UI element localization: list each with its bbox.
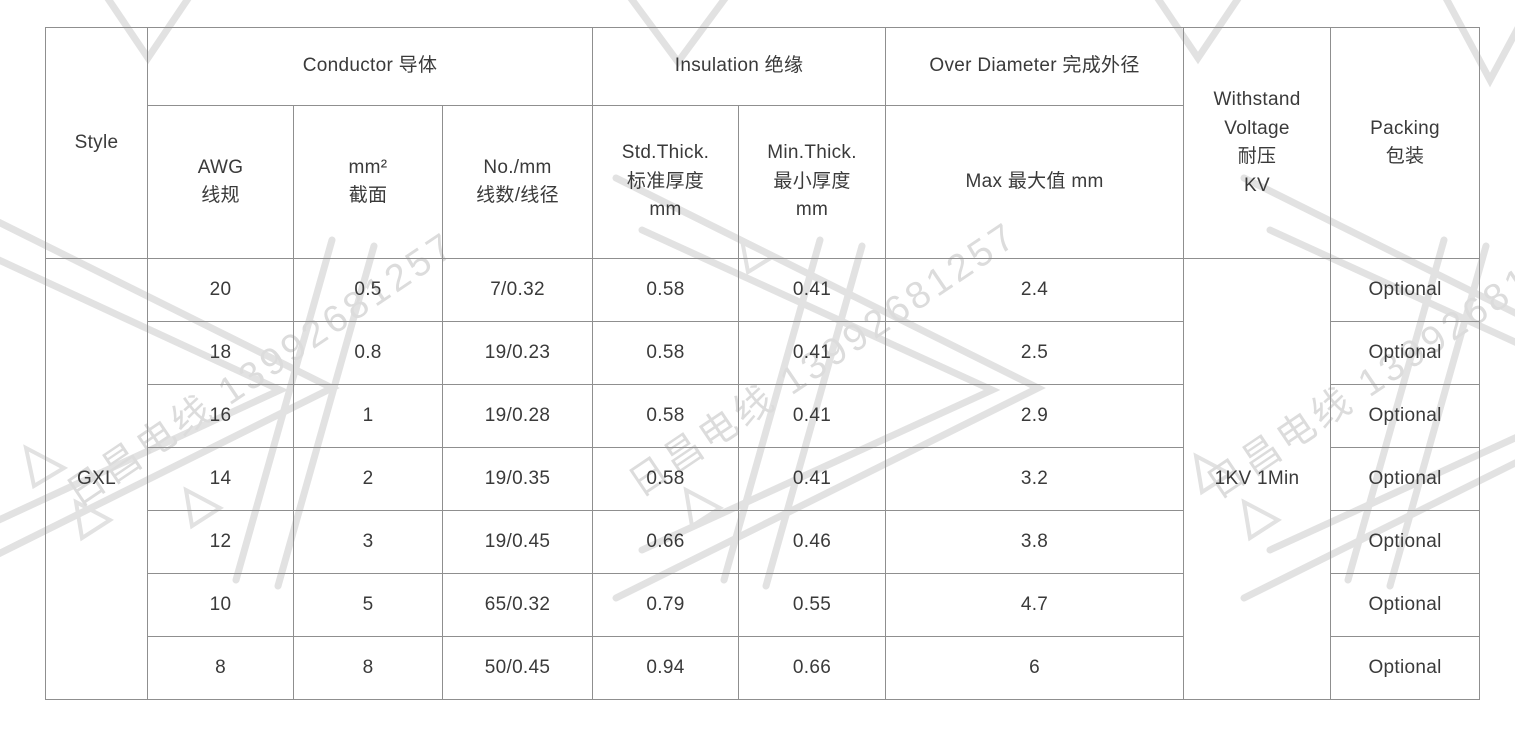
spec-table: Style Conductor 导体 Insulation 绝缘 Over Di… — [45, 27, 1481, 700]
cell-min-thick: 0.41 — [738, 321, 887, 385]
cell-std-thick: 0.66 — [592, 510, 740, 574]
header-packing: Packing 包装 — [1330, 27, 1481, 259]
cell-min-thick: 0.41 — [738, 447, 887, 511]
cell-mm2: 0.5 — [293, 258, 443, 322]
header-max: Max 最大值 mm — [885, 105, 1185, 259]
cell-awg: 8 — [147, 636, 294, 700]
cell-withstand-value: 1KV 1Min — [1183, 258, 1332, 700]
cell-packing: Optional — [1330, 384, 1481, 448]
header-mm2: mm² 截面 — [293, 105, 443, 259]
cell-no-per-mm: 65/0.32 — [441, 573, 594, 637]
table-row: 8 8 50/0.45 0.94 0.66 6 Optional — [46, 636, 1481, 700]
cell-packing: Optional — [1330, 258, 1481, 322]
header-min-thick: Min.Thick. 最小厚度 mm — [738, 105, 887, 259]
cell-min-thick: 0.55 — [738, 573, 887, 637]
cell-no-per-mm: 19/0.28 — [441, 384, 594, 448]
cell-max: 4.7 — [885, 573, 1185, 637]
cell-no-per-mm: 19/0.23 — [441, 321, 594, 385]
cell-mm2: 1 — [293, 384, 443, 448]
cell-no-per-mm: 19/0.45 — [441, 510, 594, 574]
cell-std-thick: 0.58 — [592, 447, 740, 511]
cell-no-per-mm: 7/0.32 — [441, 258, 594, 322]
cell-max: 3.8 — [885, 510, 1185, 574]
cell-std-thick: 0.94 — [592, 636, 740, 700]
header-insulation-group: Insulation 绝缘 — [592, 27, 887, 106]
cell-packing: Optional — [1330, 447, 1481, 511]
cell-min-thick: 0.41 — [738, 384, 887, 448]
cell-min-thick: 0.46 — [738, 510, 887, 574]
header-over-diameter-group: Over Diameter 完成外径 — [885, 27, 1185, 106]
header-no-per-mm: No./mm 线数/线径 — [441, 105, 594, 259]
cell-no-per-mm: 50/0.45 — [441, 636, 594, 700]
cell-awg: 20 — [147, 258, 294, 322]
cell-std-thick: 0.79 — [592, 573, 740, 637]
cell-std-thick: 0.58 — [592, 321, 740, 385]
cell-mm2: 3 — [293, 510, 443, 574]
cell-awg: 18 — [147, 321, 294, 385]
cell-mm2: 5 — [293, 573, 443, 637]
cell-no-per-mm: 19/0.35 — [441, 447, 594, 511]
cell-packing: Optional — [1330, 510, 1481, 574]
cell-max: 3.2 — [885, 447, 1185, 511]
cell-max: 2.4 — [885, 258, 1185, 322]
cell-mm2: 0.8 — [293, 321, 443, 385]
cell-max: 2.5 — [885, 321, 1185, 385]
cell-style-value: GXL — [45, 258, 148, 700]
header-std-thick: Std.Thick. 标准厚度 mm — [592, 105, 740, 259]
cell-std-thick: 0.58 — [592, 258, 740, 322]
header-style: Style — [45, 27, 148, 259]
cell-max: 6 — [885, 636, 1185, 700]
cell-packing: Optional — [1330, 636, 1481, 700]
cell-max: 2.9 — [885, 384, 1185, 448]
header-conductor-group: Conductor 导体 — [146, 27, 594, 106]
cell-awg: 10 — [147, 573, 294, 637]
cell-min-thick: 0.41 — [738, 258, 887, 322]
cell-awg: 12 — [147, 510, 294, 574]
header-group-row: Style Conductor 导体 Insulation 绝缘 Over Di… — [45, 27, 1481, 259]
cell-awg: 14 — [147, 447, 294, 511]
cell-std-thick: 0.58 — [592, 384, 740, 448]
cell-packing: Optional — [1330, 321, 1481, 385]
cell-mm2: 2 — [293, 447, 443, 511]
cell-min-thick: 0.66 — [738, 636, 887, 700]
cell-packing: Optional — [1330, 573, 1481, 637]
cell-mm2: 8 — [293, 636, 443, 700]
cell-awg: 16 — [147, 384, 294, 448]
header-withstand-voltage: Withstand Voltage 耐压 KV — [1183, 27, 1332, 259]
table-row: GXL 20 0.5 7/0.32 0.58 0.41 2.4 1KV 1Min… — [45, 258, 1481, 700]
header-awg: AWG 线规 — [147, 105, 294, 259]
